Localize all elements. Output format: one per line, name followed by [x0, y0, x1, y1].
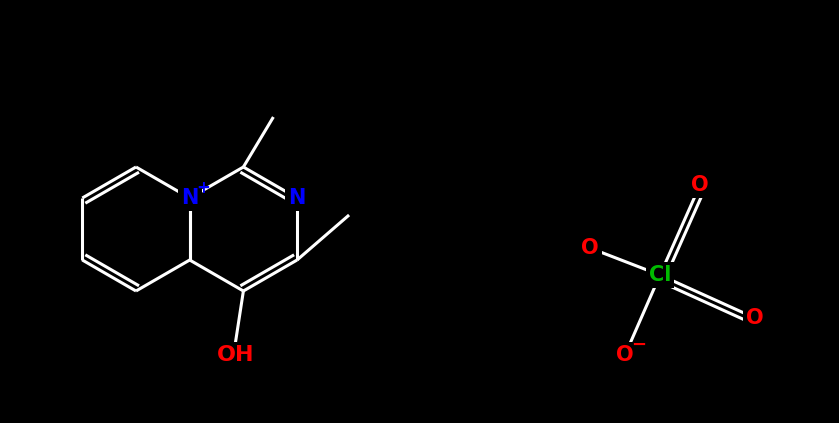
- Text: O: O: [581, 238, 599, 258]
- Text: O: O: [746, 308, 763, 328]
- Text: −: −: [632, 336, 647, 354]
- Text: O: O: [616, 345, 633, 365]
- Text: N: N: [289, 188, 305, 208]
- Text: OH: OH: [216, 345, 254, 365]
- Text: +: +: [195, 179, 210, 197]
- Text: N: N: [181, 188, 198, 208]
- Text: O: O: [691, 175, 709, 195]
- Text: Cl: Cl: [649, 265, 671, 285]
